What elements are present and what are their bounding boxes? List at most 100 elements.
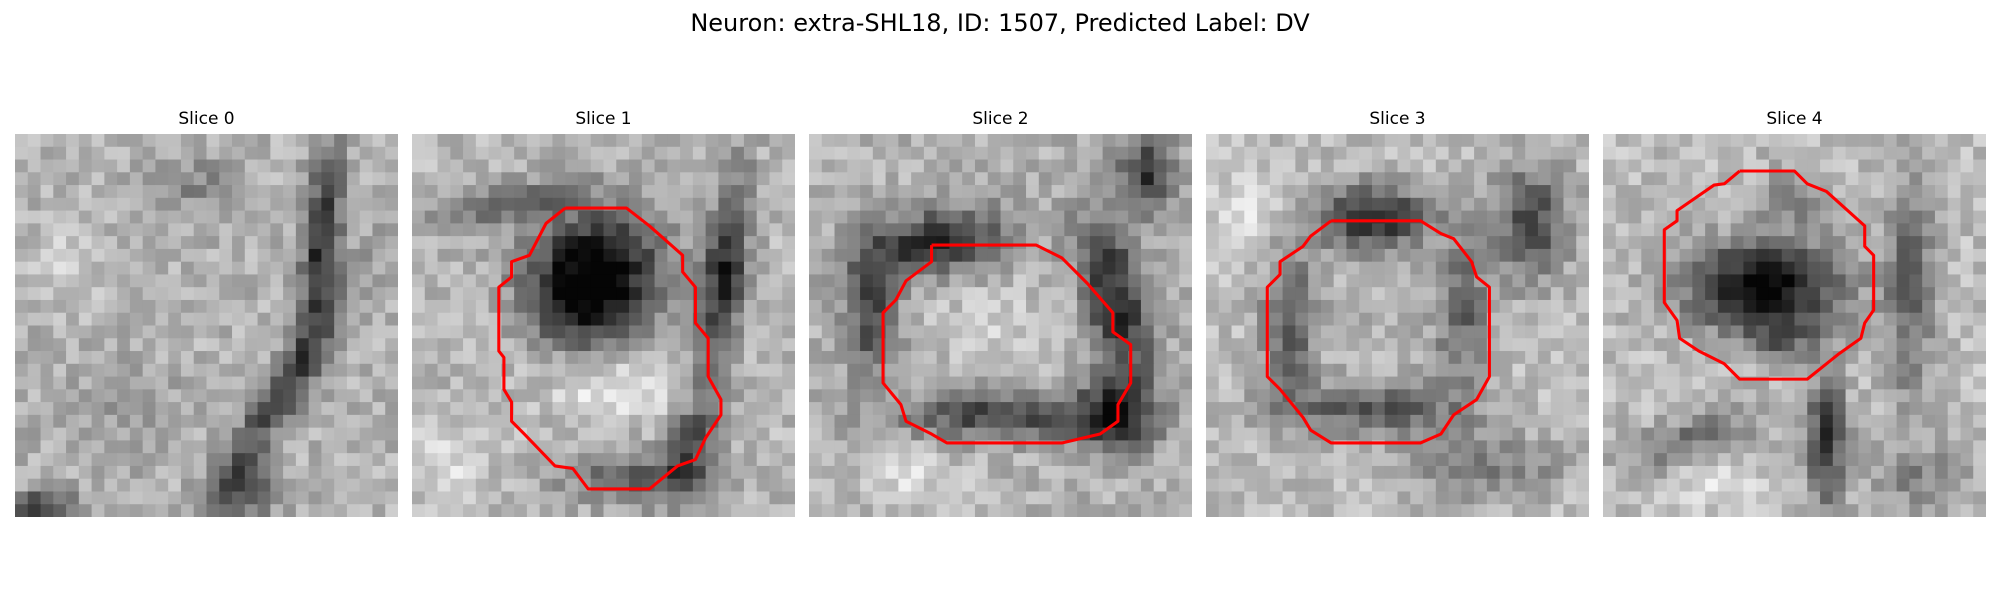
pixel <box>1717 274 1732 288</box>
pixel <box>1654 312 1668 327</box>
pixel <box>1077 491 1091 505</box>
pixel <box>1051 389 1065 403</box>
pixel <box>743 172 758 186</box>
pixel <box>616 185 630 199</box>
pixel <box>885 414 899 429</box>
pixel <box>142 325 156 339</box>
pixel <box>629 223 643 237</box>
pixel <box>463 261 477 275</box>
pixel <box>450 427 464 441</box>
pixel <box>1346 414 1360 429</box>
pixel <box>1166 338 1180 352</box>
pixel <box>219 427 233 441</box>
pixel <box>667 261 681 275</box>
pixel <box>692 389 707 403</box>
pixel <box>1423 287 1437 301</box>
pixel <box>78 287 93 301</box>
pixel <box>1346 312 1360 327</box>
pixel <box>385 185 398 199</box>
pixel <box>1563 146 1577 161</box>
pixel <box>949 287 963 301</box>
pixel <box>1832 402 1847 416</box>
pixel <box>1807 427 1821 441</box>
pixel <box>641 351 656 365</box>
pixel <box>1654 159 1668 173</box>
pixel <box>1397 248 1411 263</box>
pixel <box>539 427 553 441</box>
pixel <box>1308 274 1322 288</box>
pixel <box>1820 261 1834 275</box>
pixel <box>1359 491 1373 505</box>
pixel <box>1883 185 1898 199</box>
pixel <box>1269 376 1284 390</box>
pixel <box>539 504 553 517</box>
pixel <box>1051 504 1065 517</box>
pixel <box>1576 440 1589 454</box>
pixel <box>1064 338 1078 352</box>
pixel <box>603 274 617 288</box>
pixel <box>78 491 93 505</box>
pixel <box>860 312 874 327</box>
pixel <box>27 491 42 505</box>
segmentation-contour <box>497 206 723 491</box>
pixel <box>1474 134 1488 148</box>
pixel <box>155 274 169 288</box>
pixel <box>1794 402 1808 416</box>
pixel <box>1423 440 1437 454</box>
pixel <box>705 312 719 327</box>
pixel <box>1320 402 1335 416</box>
pixel <box>450 261 464 275</box>
pixel <box>1883 223 1898 237</box>
pixel <box>782 504 795 517</box>
pixel <box>193 185 208 199</box>
pixel <box>1960 197 1974 212</box>
pixel <box>692 478 707 492</box>
pixel <box>1807 376 1821 390</box>
pixel <box>1628 210 1642 224</box>
pixel <box>705 261 719 275</box>
pixel <box>501 236 515 250</box>
pixel <box>1525 351 1539 365</box>
pixel <box>1206 197 1220 212</box>
pixel <box>514 465 528 480</box>
pixel <box>962 325 976 339</box>
pixel <box>168 236 182 250</box>
pixel <box>987 248 1002 263</box>
pixel <box>1550 197 1564 212</box>
pixel <box>629 504 643 517</box>
pixel <box>78 134 93 148</box>
pixel <box>91 325 105 339</box>
pixel <box>769 312 783 327</box>
pixel <box>232 440 246 454</box>
pixel <box>1410 427 1424 441</box>
pixel <box>1512 287 1526 301</box>
pixel <box>1140 325 1155 339</box>
pixel <box>1013 248 1027 263</box>
pixel <box>1563 351 1577 365</box>
pixel <box>577 491 592 505</box>
pixel <box>1858 338 1872 352</box>
pixel <box>1512 491 1526 505</box>
pixel <box>1794 210 1808 224</box>
pixel <box>1499 185 1513 199</box>
pixel <box>450 414 464 429</box>
pixel <box>321 197 335 212</box>
pixel <box>1179 185 1192 199</box>
pixel <box>219 312 233 327</box>
pixel <box>514 185 528 199</box>
pixel <box>463 299 477 314</box>
pixel <box>1692 465 1706 480</box>
pixel <box>1550 376 1564 390</box>
pixel <box>821 223 836 237</box>
pixel <box>1756 453 1770 467</box>
pixel <box>1140 236 1155 250</box>
pixel <box>590 414 605 429</box>
pixel <box>15 248 29 263</box>
pixel <box>1064 185 1078 199</box>
pixel <box>1038 287 1053 301</box>
pixel <box>911 287 925 301</box>
pixel <box>1756 134 1770 148</box>
pixel <box>321 491 335 505</box>
pixel <box>1308 414 1322 429</box>
pixel <box>129 261 144 275</box>
